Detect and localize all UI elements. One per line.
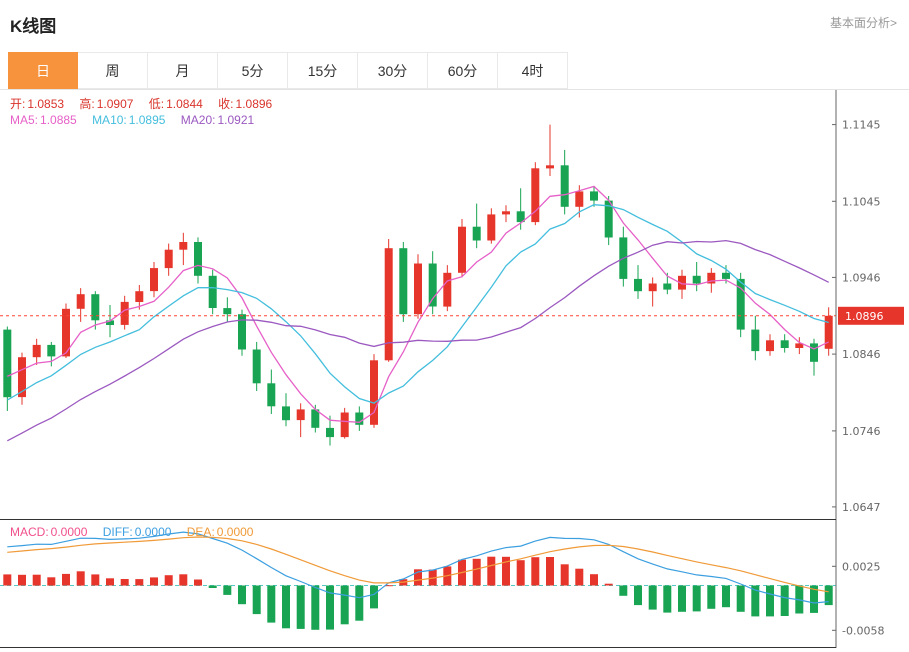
svg-text:1.0746: 1.0746 bbox=[842, 425, 881, 438]
svg-text:0.0025: 0.0025 bbox=[842, 560, 881, 573]
header: K线图 基本面分析> bbox=[0, 0, 909, 52]
timeframe-tabs: 日 周 月 5分 15分 30分 60分 4时 bbox=[0, 52, 909, 90]
page-title: K线图 bbox=[10, 17, 57, 36]
svg-text:1.0896: 1.0896 bbox=[845, 310, 884, 323]
tab-15min[interactable]: 15分 bbox=[288, 52, 358, 89]
svg-text:1.0946: 1.0946 bbox=[842, 271, 881, 284]
fundamental-analysis-link[interactable]: 基本面分析> bbox=[829, 16, 897, 30]
tab-5min[interactable]: 5分 bbox=[218, 52, 288, 89]
svg-text:-0.0058: -0.0058 bbox=[842, 624, 884, 637]
candlestick-chart[interactable]: 开: 1.0853 高: 1.0907 低: 1.0844 收: 1.0896 MA5:… bbox=[0, 90, 909, 520]
svg-text:1.0647: 1.0647 bbox=[842, 501, 881, 514]
macd-plot[interactable]: 0.0025 -0.0058 bbox=[0, 520, 909, 652]
tab-month[interactable]: 月 bbox=[148, 52, 218, 89]
svg-text:1.1045: 1.1045 bbox=[842, 195, 881, 208]
svg-text:1.0846: 1.0846 bbox=[842, 348, 881, 361]
macd-panel[interactable]: MACD: 0.0000 DIFF: 0.0000 DEA: 0.0000 0.002… bbox=[0, 520, 909, 652]
tab-4hour[interactable]: 4时 bbox=[498, 52, 568, 89]
tab-30min[interactable]: 30分 bbox=[358, 52, 428, 89]
tab-60min[interactable]: 60分 bbox=[428, 52, 498, 89]
svg-text:1.1145: 1.1145 bbox=[842, 119, 881, 132]
tab-week[interactable]: 周 bbox=[78, 52, 148, 89]
tab-day[interactable]: 日 bbox=[8, 52, 78, 89]
candlestick-plot[interactable]: 1.1145 1.1045 1.0946 1.0846 1.0746 1.0647 1.08… bbox=[0, 90, 909, 520]
